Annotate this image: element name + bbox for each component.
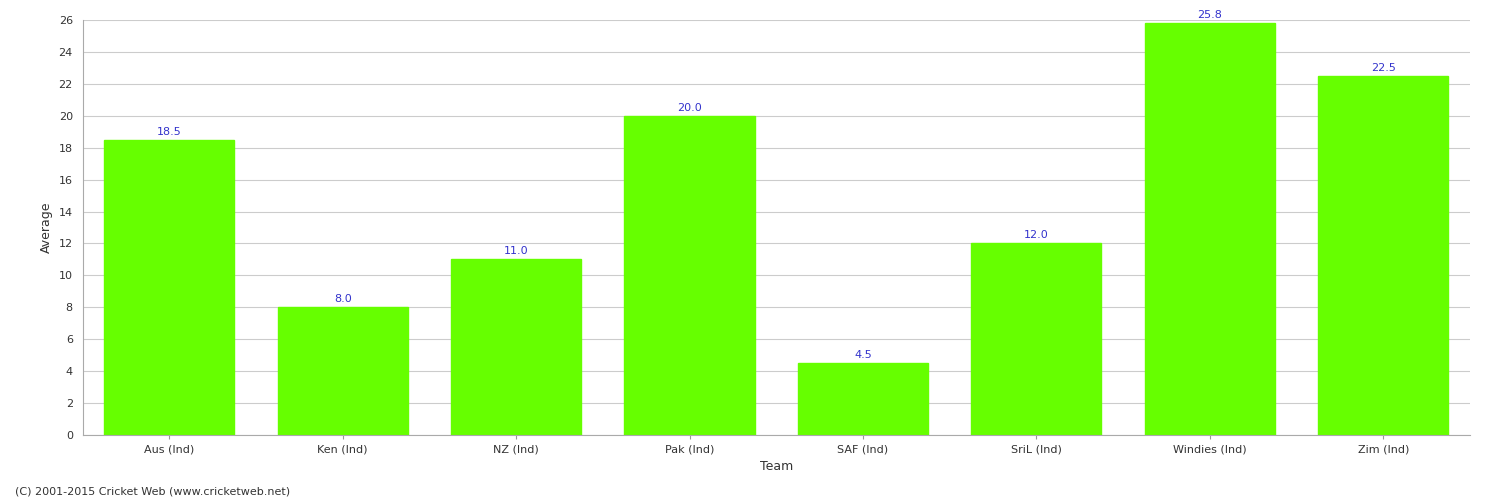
Text: 11.0: 11.0 <box>504 246 528 256</box>
X-axis label: Team: Team <box>759 460 794 472</box>
Bar <box>1318 76 1449 435</box>
Text: 12.0: 12.0 <box>1024 230 1048 240</box>
Bar <box>624 116 754 435</box>
Text: (C) 2001-2015 Cricket Web (www.cricketweb.net): (C) 2001-2015 Cricket Web (www.cricketwe… <box>15 487 290 497</box>
Text: 20.0: 20.0 <box>676 102 702 113</box>
Y-axis label: Average: Average <box>40 202 53 253</box>
Text: 8.0: 8.0 <box>334 294 351 304</box>
Text: 4.5: 4.5 <box>853 350 871 360</box>
Text: 25.8: 25.8 <box>1197 10 1222 20</box>
Text: 22.5: 22.5 <box>1371 62 1395 72</box>
Bar <box>972 244 1101 435</box>
Bar <box>1144 23 1275 435</box>
Bar <box>452 260 580 435</box>
Bar <box>104 140 234 435</box>
Text: 18.5: 18.5 <box>158 126 182 136</box>
Bar <box>798 363 928 435</box>
Bar <box>278 308 408 435</box>
